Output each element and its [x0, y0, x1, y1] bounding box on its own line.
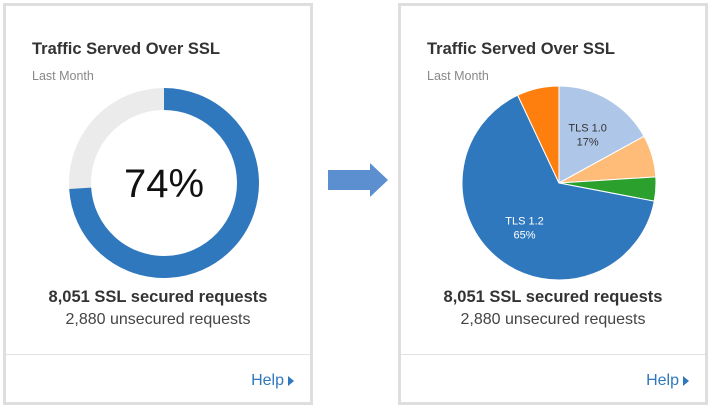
- arrow-right-icon: [328, 163, 388, 197]
- unsecured-requests-count: 2,880 unsecured requests: [460, 311, 646, 328]
- card-divider: [401, 354, 705, 355]
- pie-slice-0: [558, 85, 645, 184]
- help-link[interactable]: Help: [251, 372, 294, 390]
- pie-slice-label: TLS 1.2: [505, 215, 544, 227]
- donut-secured-arc: [69, 88, 259, 278]
- tls-version-pie-chart: TLS 1.0 17% TLS 1.2 65%: [461, 85, 657, 281]
- ssl-donut-chart: 74%: [69, 88, 259, 278]
- caret-right-icon: [683, 376, 689, 386]
- card-title: Traffic Served Over SSL: [427, 40, 616, 58]
- secured-requests-count: 8,051 SSL secured requests: [443, 288, 663, 306]
- card-divider: [6, 354, 310, 355]
- help-link-label: Help: [251, 372, 284, 389]
- pie-slice-3: [461, 94, 655, 281]
- help-link-label: Help: [646, 372, 679, 389]
- card-title: Traffic Served Over SSL: [32, 40, 221, 58]
- help-link[interactable]: Help: [646, 372, 689, 390]
- caret-right-icon: [288, 376, 294, 386]
- pie-slice-percent: 17%: [577, 137, 599, 149]
- card-subtitle: Last Month: [32, 69, 94, 83]
- pie-slice-percent: 65%: [514, 229, 536, 241]
- ssl-traffic-card-before: Traffic Served Over SSL Last Month 74% 8…: [3, 3, 313, 405]
- donut-center-value: 74%: [124, 162, 204, 206]
- ssl-traffic-card-after: Traffic Served Over SSL Last Month TLS 1…: [398, 3, 708, 405]
- card-subtitle: Last Month: [427, 69, 489, 83]
- pie-slice-4: [517, 85, 560, 184]
- unsecured-requests-count: 2,880 unsecured requests: [65, 311, 251, 328]
- pie-slice-label: TLS 1.0: [568, 123, 607, 135]
- secured-requests-count: 8,051 SSL secured requests: [48, 288, 268, 306]
